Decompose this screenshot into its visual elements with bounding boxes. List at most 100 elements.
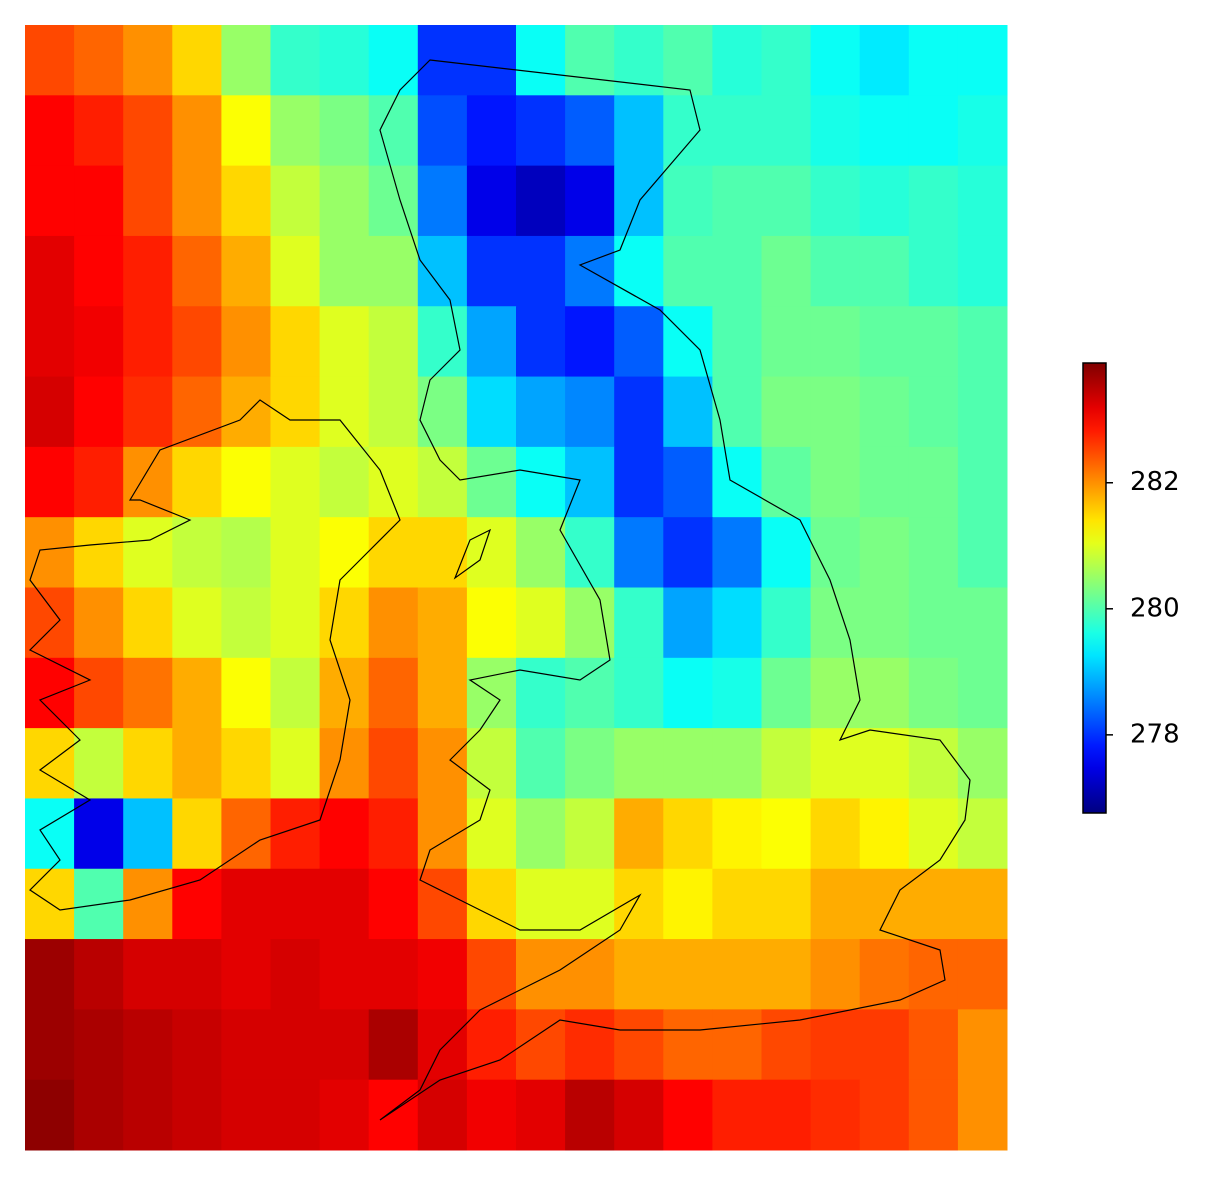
heat-cell: [74, 798, 124, 870]
heat-cell: [270, 939, 321, 1010]
heat-cell: [565, 939, 615, 1010]
heat-cell: [663, 1079, 713, 1151]
heat-cell: [74, 1009, 124, 1081]
heat-cell: [614, 587, 664, 659]
heat-cell: [319, 235, 370, 307]
heat-cell: [516, 95, 566, 167]
heat-cell: [74, 165, 124, 237]
heat-cell: [810, 95, 861, 167]
colorbar-tick-label: 280: [1130, 593, 1180, 623]
heat-cell: [614, 235, 664, 307]
heat-cell: [123, 798, 173, 870]
heat-cell: [614, 798, 664, 870]
heat-cell: [417, 868, 468, 940]
heat-cell: [417, 446, 468, 518]
colorbar: [1082, 362, 1107, 814]
heat-cell: [25, 1079, 75, 1151]
heat-cell: [565, 376, 615, 448]
heat-cell: [221, 306, 271, 378]
heat-cell: [565, 446, 615, 518]
heat-cell: [172, 587, 222, 659]
heat-cell: [270, 1009, 321, 1081]
heat-cell: [761, 25, 812, 96]
heat-cell: [319, 939, 370, 1010]
heat-cell: [908, 517, 959, 588]
heat-cell: [123, 165, 173, 237]
heat-cell: [466, 939, 517, 1010]
heat-cell: [270, 235, 321, 307]
heat-cell: [761, 306, 812, 378]
heat-cell: [172, 728, 222, 799]
heat-cell: [614, 1079, 664, 1151]
heat-cell: [172, 25, 222, 96]
colorbar-tick-label: 278: [1130, 719, 1180, 749]
heat-cell: [74, 1079, 124, 1151]
heat-cell: [663, 306, 713, 378]
heat-cell: [172, 235, 222, 307]
heat-cell: [565, 798, 615, 870]
heat-cell: [270, 517, 321, 588]
heat-cell: [957, 95, 1008, 167]
heat-cell: [368, 1009, 419, 1081]
heat-cell: [712, 235, 762, 307]
heat-cell: [368, 517, 419, 588]
heat-cell: [319, 1009, 370, 1081]
heat-cell: [466, 165, 517, 237]
heat-cell: [565, 165, 615, 237]
heat-cell: [270, 95, 321, 167]
heat-cell: [123, 939, 173, 1010]
heat-cell: [614, 95, 664, 167]
heat-cell: [957, 868, 1008, 940]
heat-cell: [908, 95, 959, 167]
heat-cell: [368, 376, 419, 448]
heat-cell: [368, 657, 419, 729]
heat-cell: [859, 517, 910, 588]
heat-cell: [614, 446, 664, 518]
heat-cell: [516, 587, 566, 659]
heat-cell: [516, 868, 566, 940]
heat-cell: [270, 165, 321, 237]
heat-cell: [761, 587, 812, 659]
heat-cell: [25, 95, 75, 167]
heat-cell: [565, 657, 615, 729]
heat-cell: [908, 376, 959, 448]
heat-cell: [761, 446, 812, 518]
heat-cell: [25, 657, 75, 729]
heat-cell: [74, 517, 124, 588]
heat-cell: [221, 657, 271, 729]
heat-cell: [368, 95, 419, 167]
heat-cell: [368, 446, 419, 518]
heat-cell: [859, 657, 910, 729]
heat-cell: [172, 376, 222, 448]
heat-cell: [74, 728, 124, 799]
heat-cell: [516, 165, 566, 237]
heat-cell: [663, 657, 713, 729]
heat-cell: [368, 939, 419, 1010]
heat-cell: [123, 517, 173, 588]
coastline: [28, 59, 971, 1121]
heat-cell: [466, 798, 517, 870]
heat-cell: [221, 939, 271, 1010]
heat-cell: [761, 1009, 812, 1081]
heat-cell: [466, 235, 517, 307]
heat-cell: [761, 657, 812, 729]
heat-cell: [663, 25, 713, 96]
heat-cell: [565, 1079, 615, 1151]
heat-cell: [957, 1009, 1008, 1081]
heat-cell: [663, 587, 713, 659]
heat-cell: [565, 235, 615, 307]
heat-cell: [810, 165, 861, 237]
heat-cell: [74, 95, 124, 167]
heat-cell: [221, 868, 271, 940]
heat-cell: [417, 587, 468, 659]
heat-cell: [761, 517, 812, 588]
heat-cell: [123, 1009, 173, 1081]
heat-cell: [25, 376, 75, 448]
heat-cell: [270, 657, 321, 729]
heat-cell: [123, 25, 173, 96]
heat-cell: [957, 798, 1008, 870]
heat-cell: [221, 95, 271, 167]
heat-cell: [368, 235, 419, 307]
heat-cell: [712, 25, 762, 96]
heat-cell: [466, 728, 517, 799]
